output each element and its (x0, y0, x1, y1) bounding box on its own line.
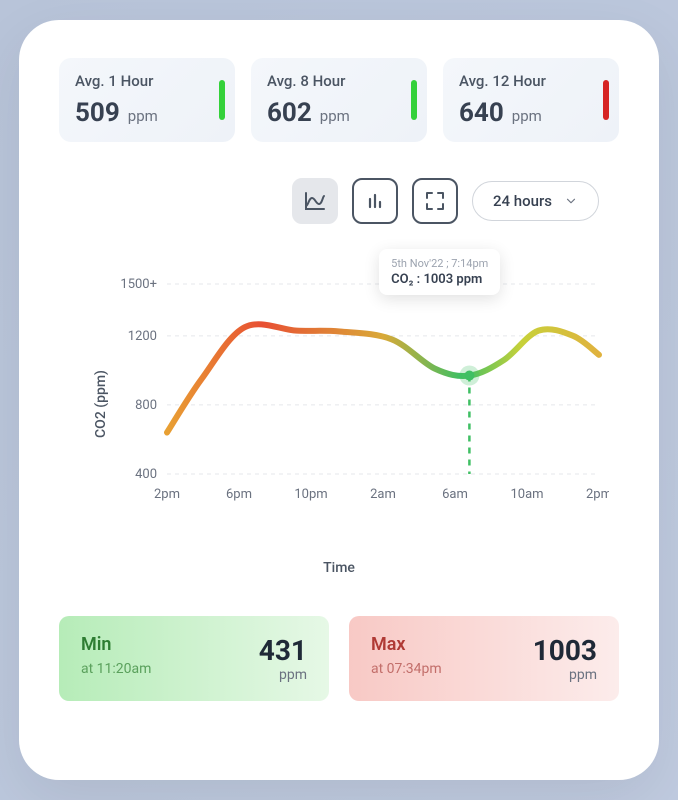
status-bar (411, 80, 417, 120)
avg-title: Avg. 1 Hour (75, 72, 219, 90)
svg-text:2pm: 2pm (586, 487, 609, 502)
range-label: 24 hours (493, 192, 552, 210)
min-unit: ppm (259, 667, 307, 683)
avg-cards-row: Avg. 1 Hour 509 ppm Avg. 8 Hour 602 ppm … (59, 58, 619, 142)
bar-chart-icon (363, 189, 387, 213)
expand-icon (423, 189, 447, 213)
tooltip-value: CO₂ : 1003 ppm (391, 272, 488, 287)
bar-chart-button[interactable] (352, 178, 398, 224)
max-unit: ppm (533, 667, 597, 683)
min-value: 431 (259, 634, 307, 667)
fullscreen-button[interactable] (412, 178, 458, 224)
x-axis-label: Time (59, 560, 619, 576)
chart-controls: 24 hours (59, 178, 619, 224)
avg-card-1h: Avg. 1 Hour 509 ppm (59, 58, 235, 142)
line-chart-button[interactable] (292, 178, 338, 224)
svg-text:10pm: 10pm (294, 487, 327, 502)
chevron-down-icon (564, 194, 578, 208)
avg-unit: ppm (128, 107, 158, 125)
time-range-select[interactable]: 24 hours (472, 181, 599, 221)
avg-title: Avg. 12 Hour (459, 72, 603, 90)
svg-text:400: 400 (135, 467, 157, 482)
min-time: at 11:20am (81, 661, 151, 677)
avg-value: 509 (75, 98, 120, 128)
avg-title: Avg. 8 Hour (267, 72, 411, 90)
svg-text:1200: 1200 (128, 329, 157, 344)
avg-card-8h: Avg. 8 Hour 602 ppm (251, 58, 427, 142)
avg-value: 640 (459, 98, 504, 128)
svg-text:800: 800 (135, 398, 157, 413)
dashboard-panel: Avg. 1 Hour 509 ppm Avg. 8 Hour 602 ppm … (19, 20, 659, 780)
svg-text:2am: 2am (370, 487, 396, 502)
max-time: at 07:34pm (371, 661, 442, 677)
min-card: Min at 11:20am 431 ppm (59, 616, 329, 701)
minmax-row: Min at 11:20am 431 ppm Max at 07:34pm 10… (59, 616, 619, 701)
avg-unit: ppm (320, 107, 350, 125)
svg-text:10am: 10am (510, 487, 543, 502)
y-axis-label: CO2 (ppm) (93, 370, 109, 438)
chart-svg: 400 800 1200 1500+ 2pm 6pm 10pm 2am 6am 10am 2pm (109, 274, 609, 504)
status-bar (603, 80, 609, 120)
max-value: 1003 (533, 634, 597, 667)
svg-text:2pm: 2pm (154, 487, 180, 502)
avg-value: 602 (267, 98, 312, 128)
chart-tooltip: 5th Nov'22 ; 7:14pm CO₂ : 1003 ppm (379, 249, 500, 295)
max-label: Max (371, 634, 442, 655)
svg-text:6am: 6am (442, 487, 468, 502)
min-label: Min (81, 634, 151, 655)
svg-text:6pm: 6pm (226, 487, 252, 502)
tooltip-date: 5th Nov'22 ; 7:14pm (391, 257, 488, 270)
status-bar (219, 80, 225, 120)
svg-text:1500+: 1500+ (120, 277, 157, 292)
avg-unit: ppm (512, 107, 542, 125)
co2-chart: CO2 (ppm) 400 800 1200 1500+ 2pm 6pm 10pm 2am 6a… (89, 274, 609, 534)
line-chart-icon (303, 189, 327, 213)
avg-card-12h: Avg. 12 Hour 640 ppm (443, 58, 619, 142)
max-card: Max at 07:34pm 1003 ppm (349, 616, 619, 701)
